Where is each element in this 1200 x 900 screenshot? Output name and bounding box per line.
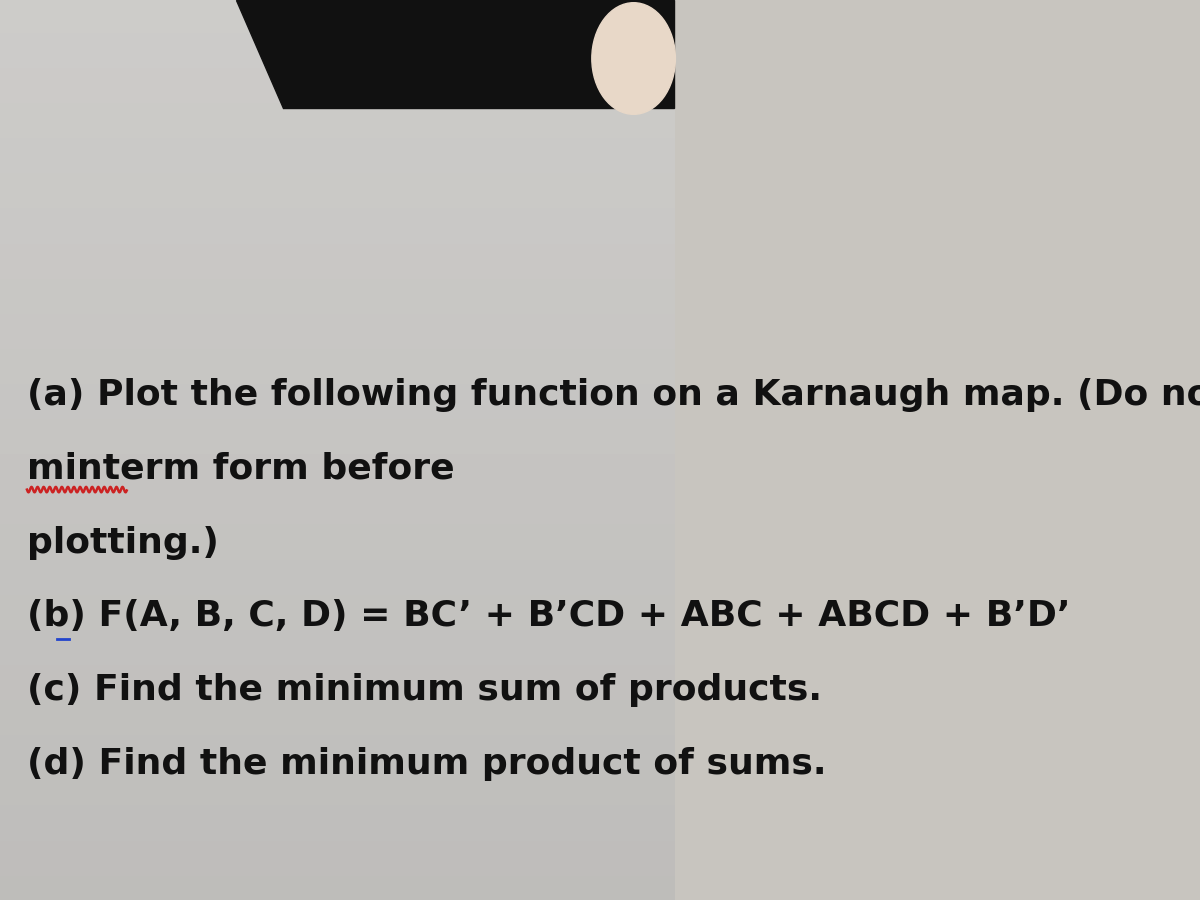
Text: (a) Plot the following function on a Karnaugh map. (Do not expand to: (a) Plot the following function on a Kar…	[26, 378, 1200, 412]
Polygon shape	[236, 0, 674, 108]
Text: minterm form before: minterm form before	[26, 452, 455, 486]
Text: (d) Find the minimum product of sums.: (d) Find the minimum product of sums.	[26, 747, 827, 781]
Circle shape	[592, 3, 676, 114]
Text: plotting.): plotting.)	[26, 526, 218, 560]
Text: (c) Find the minimum sum of products.: (c) Find the minimum sum of products.	[26, 673, 822, 707]
Text: (b) F(A, B, C, D) = BC’ + B’CD + ABC + ABCD + B’D’: (b) F(A, B, C, D) = BC’ + B’CD + ABC + A…	[26, 599, 1070, 634]
